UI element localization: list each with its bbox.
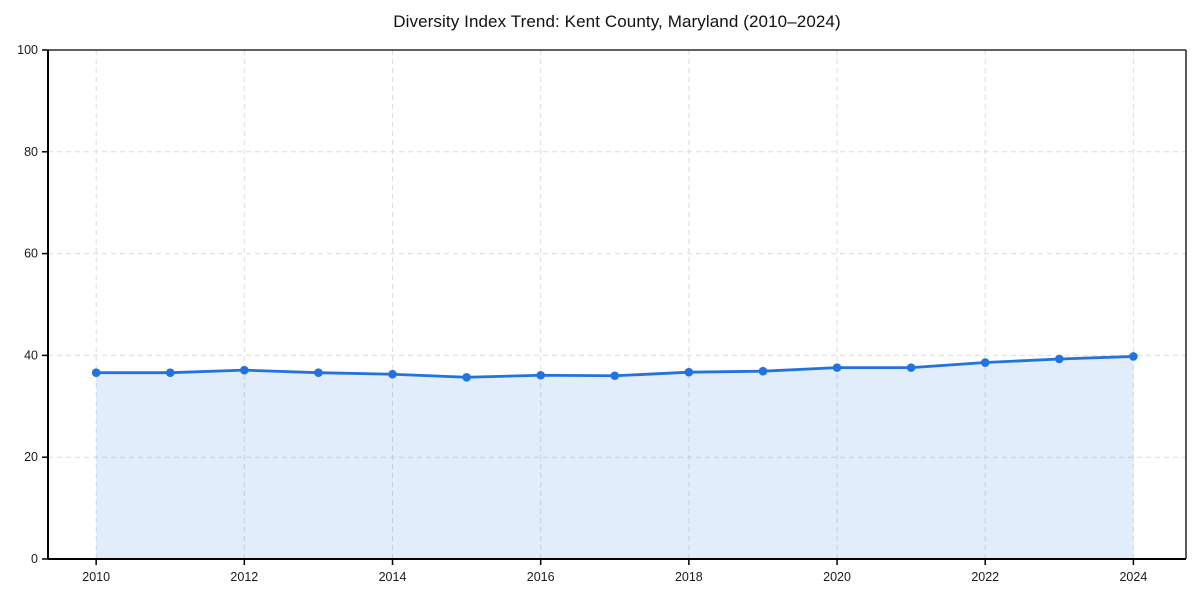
data-point xyxy=(314,368,323,378)
data-point xyxy=(610,371,620,381)
x-tick-label: 2020 xyxy=(823,570,851,584)
y-axis-ticks: 0 20 40 60 80 100 xyxy=(17,43,48,566)
chart-title: Diversity Index Trend: Kent County, Mary… xyxy=(393,12,841,31)
data-point xyxy=(536,370,545,380)
grid-lines xyxy=(48,50,1186,559)
data-point xyxy=(980,358,990,367)
data-point xyxy=(758,366,768,376)
x-tick-label: 2014 xyxy=(379,570,407,584)
data-point xyxy=(684,367,694,377)
data-point xyxy=(906,363,916,372)
y-tick-label: 40 xyxy=(24,348,38,362)
y-tick-label: 0 xyxy=(31,552,38,566)
y-tick-label: 100 xyxy=(17,43,38,57)
axes-spines xyxy=(47,49,1187,560)
x-tick-label: 2024 xyxy=(1119,570,1147,584)
data-markers xyxy=(91,352,1138,382)
data-point xyxy=(388,369,397,379)
data-point xyxy=(91,368,101,378)
x-tick-label: 2010 xyxy=(82,570,110,584)
data-point xyxy=(832,363,842,372)
data-point xyxy=(240,365,249,375)
y-tick-label: 60 xyxy=(24,247,38,261)
data-point xyxy=(165,368,175,378)
y-tick-label: 80 xyxy=(24,145,38,159)
area-fill xyxy=(96,356,1134,559)
data-point xyxy=(462,372,471,382)
x-tick-label: 2012 xyxy=(230,570,258,584)
y-tick-label: 20 xyxy=(24,450,38,464)
plot-background xyxy=(48,50,1186,559)
data-point xyxy=(1129,352,1138,361)
x-axis-ticks: 2010 2012 2014 2016 2018 2020 2022 2024 xyxy=(82,559,1147,584)
x-tick-label: 2016 xyxy=(527,570,555,584)
data-point xyxy=(1055,354,1064,364)
x-tick-label: 2018 xyxy=(675,570,703,584)
x-tick-label: 2022 xyxy=(971,570,999,584)
